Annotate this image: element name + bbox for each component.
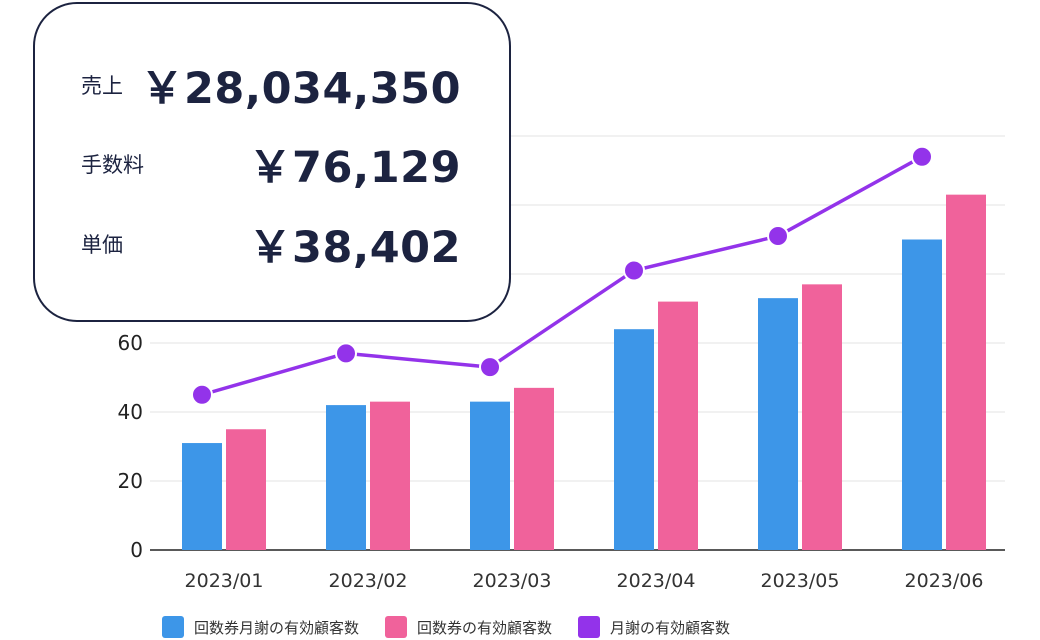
bar-ticket-2023-06[interactable] xyxy=(946,194,986,550)
x-tick-label: 2023/04 xyxy=(617,570,696,592)
legend-swatch-pink xyxy=(385,616,408,638)
bar-ticket-2023-02[interactable] xyxy=(370,401,410,550)
legend-swatch-blue xyxy=(162,616,184,638)
legend-swatch-purple xyxy=(578,616,601,638)
x-tick-label: 2023/01 xyxy=(185,570,264,592)
bar-ticket-monthly-2023-05[interactable] xyxy=(758,298,798,550)
x-axis-ticks: 2023/01 2023/02 2023/03 2023/04 2023/05 2023/… xyxy=(185,570,984,592)
bar-ticket-monthly-2023-02[interactable] xyxy=(326,405,366,550)
legend-label: 回数券の有効顧客数 xyxy=(417,618,553,637)
kpi-sales-label: 売上 xyxy=(81,74,123,98)
line-point-2023-02[interactable] xyxy=(335,342,357,365)
y-tick-label: 40 xyxy=(118,400,143,424)
legend-item-ticket-monthly[interactable]: 回数券月謝の有効顧客数 xyxy=(162,616,359,638)
line-point-2023-01[interactable] xyxy=(191,383,213,406)
bar-ticket-monthly-2023-01[interactable] xyxy=(182,443,222,550)
x-tick-label: 2023/02 xyxy=(329,570,408,592)
kpi-fee-label: 手数料 xyxy=(81,153,144,177)
kpi-sales-value: ￥28,034,350 xyxy=(140,64,461,114)
legend-label: 回数券月謝の有効顧客数 xyxy=(194,618,360,637)
kpi-unit-price-row: 単価 ￥38,402 xyxy=(81,214,461,274)
line-point-2023-06[interactable] xyxy=(911,145,933,168)
bar-ticket-2023-04[interactable] xyxy=(658,301,698,550)
bar-ticket-2023-05[interactable] xyxy=(802,284,842,550)
x-tick-label: 2023/03 xyxy=(473,570,552,592)
y-tick-label: 60 xyxy=(118,331,143,355)
bar-ticket-2023-01[interactable] xyxy=(226,429,266,550)
legend-label: 月謝の有効顧客数 xyxy=(610,618,731,637)
kpi-unit-price-value: ￥38,402 xyxy=(248,223,461,273)
kpi-card: 売上 ￥28,034,350 手数料 ￥76,129 単価 ￥38,402 xyxy=(33,2,511,322)
x-tick-label: 2023/05 xyxy=(761,570,840,592)
kpi-fee-value: ￥76,129 xyxy=(248,143,461,193)
chart-legend: 回数券月謝の有効顧客数 回数券の有効顧客数 月謝の有効顧客数 xyxy=(162,614,730,640)
bar-ticket-monthly-2023-04[interactable] xyxy=(614,329,654,550)
bar-ticket-monthly-2023-06[interactable] xyxy=(902,239,942,551)
line-point-2023-04[interactable] xyxy=(623,259,645,282)
kpi-fee-row: 手数料 ￥76,129 xyxy=(81,134,461,194)
line-series xyxy=(191,145,933,406)
line-point-2023-05[interactable] xyxy=(767,225,789,248)
kpi-sales-row: 売上 ￥28,034,350 xyxy=(81,55,461,115)
bars xyxy=(182,194,986,551)
y-tick-label: 0 xyxy=(130,538,143,562)
bar-ticket-2023-03[interactable] xyxy=(514,387,554,550)
y-tick-label: 20 xyxy=(118,469,143,493)
bar-ticket-monthly-2023-03[interactable] xyxy=(470,401,510,550)
line-monthly xyxy=(201,155,923,397)
line-point-2023-03[interactable] xyxy=(479,356,501,379)
y-axis-ticks: 0 20 40 60 xyxy=(118,331,143,562)
legend-item-monthly[interactable]: 月謝の有効顧客数 xyxy=(578,616,730,638)
kpi-unit-price-label: 単価 xyxy=(81,233,123,257)
x-tick-label: 2023/06 xyxy=(905,570,984,592)
legend-item-ticket[interactable]: 回数券の有効顧客数 xyxy=(385,616,552,638)
